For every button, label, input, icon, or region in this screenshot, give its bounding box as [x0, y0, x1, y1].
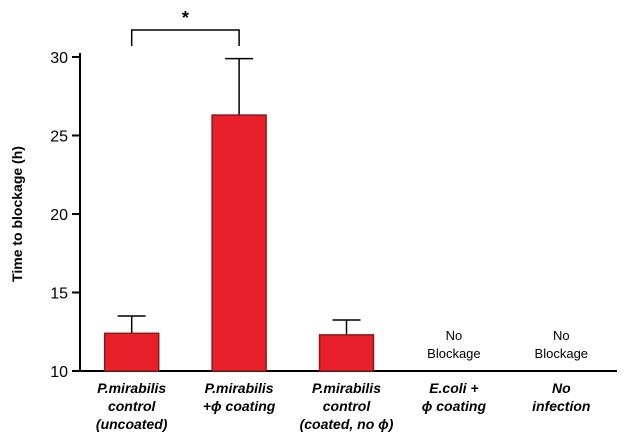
- y-tick-label: 20: [50, 207, 68, 224]
- y-tick-label: 15: [50, 286, 68, 303]
- category-label: P.mirabilis: [97, 380, 166, 396]
- y-tick-label: 30: [50, 50, 68, 67]
- y-tick-label: 10: [50, 364, 68, 381]
- category-labels: P.mirabilis control (uncoated) P.mirabilis +…: [96, 380, 591, 432]
- category-label: (uncoated): [96, 416, 168, 432]
- category-label: control: [323, 398, 372, 414]
- category-label: E.coli +: [429, 380, 478, 396]
- category-label: control: [108, 398, 157, 414]
- no-blockage-label: No: [553, 328, 570, 343]
- category-label: P.mirabilis: [312, 380, 381, 396]
- axes: 10 15 20 25 30: [50, 50, 617, 381]
- category-label: infection: [532, 398, 590, 414]
- no-blockage-label: Blockage: [427, 346, 480, 361]
- bars: No Blockage No Blockage: [103, 57, 588, 372]
- y-tick-label: 25: [50, 129, 68, 146]
- category-label: P.mirabilis: [205, 380, 274, 396]
- y-axis-label: Time to blockage (h): [9, 146, 25, 282]
- significance-bracket: *: [130, 8, 240, 46]
- significance-line: [130, 29, 240, 46]
- category-label: +ϕ coating: [203, 398, 276, 414]
- category-label: (coated, no ϕ): [300, 416, 394, 432]
- category-label: No: [552, 380, 571, 396]
- significance-star: *: [182, 8, 189, 28]
- bar: [318, 334, 375, 372]
- no-blockage-label: Blockage: [535, 346, 588, 361]
- no-blockage-label: No: [446, 328, 463, 343]
- bar: [211, 114, 267, 372]
- bar: [103, 332, 160, 372]
- category-label: ϕ coating: [422, 398, 487, 414]
